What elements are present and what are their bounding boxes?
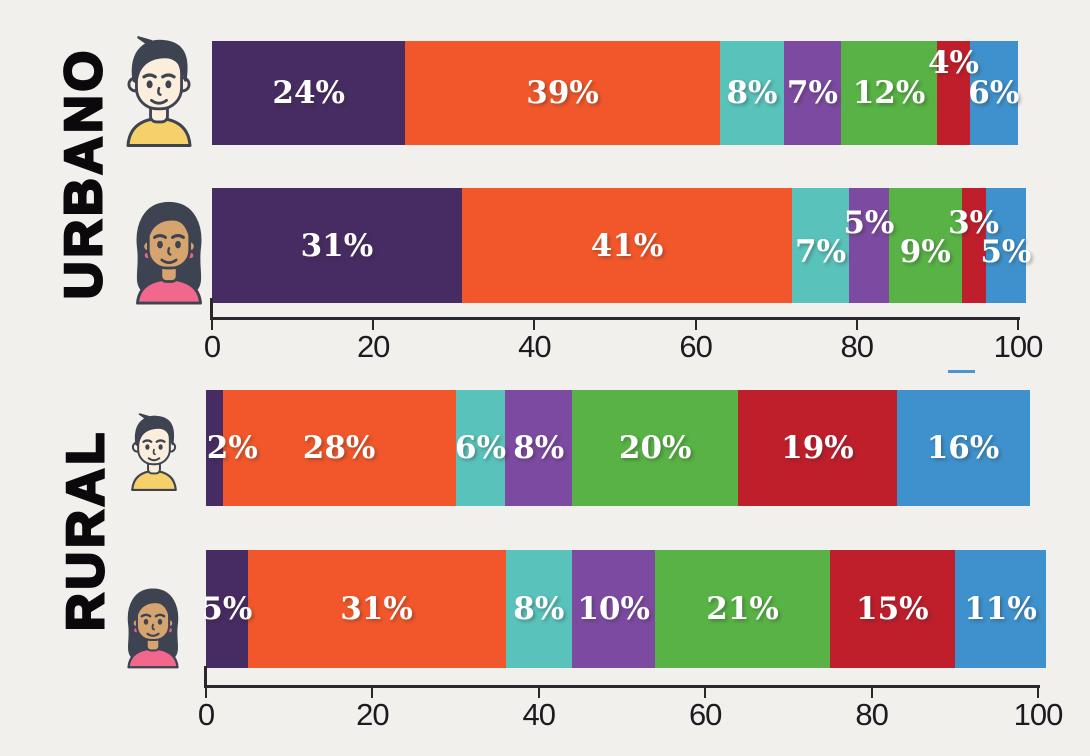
x-tick-label: 40 xyxy=(518,329,551,364)
stray-blue-dash xyxy=(948,370,975,373)
x-tick-label: 0 xyxy=(197,697,215,732)
x-tick xyxy=(1037,688,1039,698)
bar-segment: 39% xyxy=(405,41,720,145)
bar-segment: 8% xyxy=(719,41,785,145)
x-tick xyxy=(533,320,536,330)
x-axis-line xyxy=(204,685,1040,688)
bar-segment: 3% xyxy=(948,188,999,303)
x-tick-label: 80 xyxy=(840,329,874,364)
bar-segment: 12% xyxy=(840,41,938,145)
female-avatar xyxy=(124,194,214,306)
x-tick xyxy=(371,688,374,698)
x-tick xyxy=(372,320,375,330)
bar-segment: 41% xyxy=(461,188,793,303)
x-tick xyxy=(870,688,873,698)
segment-label: 5% xyxy=(843,204,895,241)
bar-segment: 6% xyxy=(455,390,507,506)
bar-segment: 21% xyxy=(655,550,830,668)
segment-label: 5% xyxy=(201,591,253,627)
stacked-bar-female: 5% 31% 8% 10% 21% 15% 11% xyxy=(201,550,1047,668)
segment-label: 19% xyxy=(781,430,854,466)
x-tick-label: 20 xyxy=(356,329,390,364)
x-tick xyxy=(855,320,858,330)
segment-label: 21% xyxy=(706,591,779,627)
segment-label: 39% xyxy=(526,75,599,111)
bar-segment: 31% xyxy=(212,188,462,303)
bar-segment: 2% xyxy=(206,390,258,506)
bar-segment: 8% xyxy=(505,550,573,668)
bar-segment: 5% xyxy=(980,188,1031,303)
bar-segment: 20% xyxy=(572,390,739,506)
bar-segment: 7% xyxy=(784,41,841,145)
segment-label: 31% xyxy=(340,591,413,627)
bar-segment: 31% xyxy=(247,550,506,668)
x-tick xyxy=(205,688,207,698)
x-tick-label: 80 xyxy=(855,697,888,732)
segment-label: 8% xyxy=(513,591,565,627)
bar-segment: 4% xyxy=(928,41,979,145)
bar-segment: 15% xyxy=(829,550,955,668)
segment-label: 7% xyxy=(786,75,838,111)
x-tick-label: 40 xyxy=(522,697,556,732)
segment-label: 8% xyxy=(513,430,565,466)
y-axis-spine xyxy=(204,666,207,685)
bar-segment: 5% xyxy=(843,188,894,303)
bar-segment: 5% xyxy=(201,550,252,668)
x-tick xyxy=(537,688,540,698)
male-avatar xyxy=(112,32,206,148)
segment-label: 6% xyxy=(455,430,507,466)
segment-label: 41% xyxy=(590,227,664,264)
x-tick xyxy=(211,320,213,330)
x-tick-label: 0 xyxy=(203,329,221,364)
stacked-bar-female: 31% 41% 7% 5% 9% 3% 5% xyxy=(212,188,1031,303)
bar-segment: 10% xyxy=(572,550,656,668)
segment-label: 8% xyxy=(726,75,778,111)
segment-label: 31% xyxy=(300,227,374,264)
x-tick-label: 60 xyxy=(679,329,712,364)
segment-label: 20% xyxy=(618,430,692,466)
stacked-bar-male: 2% 28% 6% 8% 20% 19% 16% xyxy=(206,390,1038,506)
x-tick-label: 100 xyxy=(993,329,1044,364)
bar-segment: 24% xyxy=(212,41,406,145)
bar-segment: 6% xyxy=(968,41,1020,145)
stacked-bar-male: 24% 39% 8% 7% 12% 4% 6% xyxy=(212,41,1020,145)
segment-label: 3% xyxy=(948,204,1000,241)
bar-segment: 28% xyxy=(222,390,456,506)
segment-label: 2% xyxy=(206,430,258,466)
segment-label: 6% xyxy=(968,75,1020,111)
bar-segment: 7% xyxy=(792,188,849,303)
y-axis-spine xyxy=(210,298,213,317)
x-tick-label: 60 xyxy=(688,697,722,732)
x-tick-label: 20 xyxy=(356,697,389,732)
bar-segment: 9% xyxy=(889,188,962,303)
segment-label: 24% xyxy=(272,75,346,111)
segment-label: 16% xyxy=(926,430,1000,466)
bar-segment: 11% xyxy=(954,550,1047,668)
segment-label: 12% xyxy=(852,75,926,111)
segment-label: 15% xyxy=(856,591,929,627)
x-axis-line xyxy=(210,317,1020,320)
segment-label: 28% xyxy=(302,430,376,466)
female-avatar xyxy=(118,572,188,680)
bar-segment: 8% xyxy=(505,390,573,506)
x-tick xyxy=(1017,320,1019,330)
x-tick-label: 100 xyxy=(1013,697,1064,732)
male-avatar xyxy=(121,398,187,504)
segment-label: 7% xyxy=(795,233,847,270)
segment-label: 10% xyxy=(577,591,650,627)
segment-label: 5% xyxy=(980,233,1032,270)
x-tick xyxy=(694,320,697,330)
bar-segment: 16% xyxy=(896,390,1030,506)
bar-segment: 19% xyxy=(738,390,897,506)
segment-label: 9% xyxy=(899,233,951,270)
segment-label: 11% xyxy=(964,591,1037,627)
x-tick xyxy=(704,688,707,698)
segment-label: 4% xyxy=(927,45,979,81)
